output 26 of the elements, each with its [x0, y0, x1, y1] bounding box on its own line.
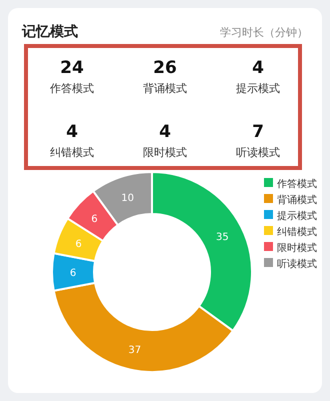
data-label: 6 [91, 214, 98, 225]
category-label: 限时模式 [143, 146, 187, 159]
data-label: 4 [252, 58, 264, 78]
data-label: 7 [252, 122, 264, 142]
legend-label: 背诵模式 [277, 194, 317, 206]
data-label: 10 [121, 192, 134, 204]
category-label: 听读模式 [236, 146, 280, 159]
text: 记忆模式 [21, 24, 78, 40]
legend-label: 作答模式 [276, 178, 317, 190]
data-label: 35 [216, 232, 229, 244]
legend-label: 限时模式 [277, 242, 317, 254]
category-label: 背诵模式 [143, 82, 187, 95]
data-label: 6 [70, 268, 76, 279]
data-label: 26 [153, 58, 177, 78]
data-label: 6 [75, 238, 82, 250]
data-label: 4 [159, 122, 172, 142]
data-label: 37 [128, 345, 142, 356]
category-label: 提示模式 [236, 82, 280, 95]
category-label: 纠错模式 [50, 146, 94, 159]
data-label: 24 [60, 58, 84, 78]
legend-label: 听读模式 [277, 258, 317, 270]
data-label: 4 [66, 122, 78, 142]
legend-label: 提示模式 [277, 210, 317, 222]
category-label: 作答模式 [49, 82, 94, 95]
text: 学习时长（分钟） [220, 26, 308, 39]
legend-label: 纠错模式 [277, 226, 317, 238]
